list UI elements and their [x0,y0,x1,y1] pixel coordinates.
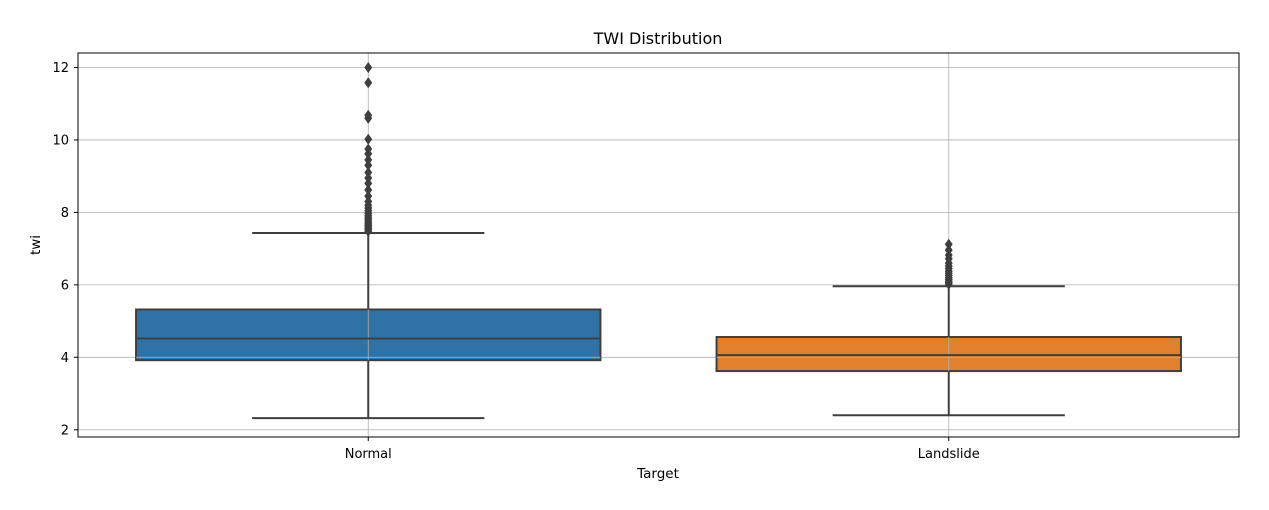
outlier-point [364,109,373,121]
y-tick-label: 10 [52,133,69,148]
outlier-point [364,133,373,145]
y-tick-label: 2 [61,423,69,438]
x-tick-label: Normal [345,447,392,462]
outlier-point [364,143,373,155]
outlier-point [364,190,373,202]
y-tick-label: 6 [61,278,69,293]
x-tick-label: Landslide [918,447,980,462]
box-series [135,61,1182,420]
y-tick-label: 12 [52,61,69,76]
outlier-point [364,184,373,196]
outlier-point [364,61,373,74]
y-tick-label: 8 [61,206,69,221]
chart-title: TWI Distribution [593,29,723,48]
y-tick-label: 4 [61,351,69,366]
x-axis: Normal Landslide [345,437,980,462]
outlier-point [944,238,953,250]
box-landslide [715,238,1182,417]
outlier-point [364,167,373,179]
x-axis-label: Target [636,466,679,482]
grid-lines [78,53,1239,437]
y-axis-label: twi [28,235,44,255]
plot-frame [77,52,1240,438]
outlier-point [364,154,373,166]
outlier-point [364,77,373,89]
outlier-point [944,244,953,256]
box-normal [135,61,602,420]
y-axis: 2 4 6 8 10 12 [52,61,78,438]
